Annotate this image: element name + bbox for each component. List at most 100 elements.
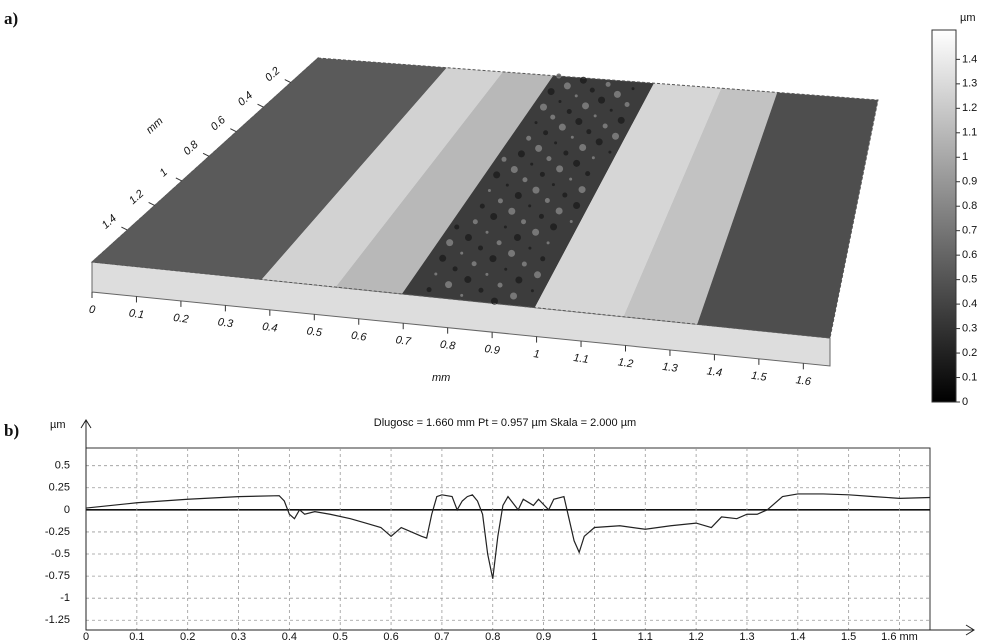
x-axis-arrow [86,624,975,636]
x-tick-label: 1.1 [638,631,653,643]
speckle [512,168,516,172]
speckle [617,116,625,124]
y-tick-label: 1 [158,166,171,179]
surface-band [261,67,503,288]
speckle [551,183,555,187]
speckle [535,144,543,152]
x-tick-label: 1.2 [688,631,703,643]
speckle [528,246,532,250]
y-tick [257,103,264,108]
x-tick-label: 0 [88,304,97,317]
x-tick-label: 1 [533,348,541,361]
panel-label: b) [4,421,19,440]
speckle [591,156,595,160]
x-tick-label: 1.6 mm [881,631,918,643]
colorbar-tick-label: 0.9 [962,176,977,188]
speckle [526,135,532,141]
x-tick-label: 0.3 [217,316,235,330]
speckle [589,87,595,93]
speckle [573,159,581,167]
y-tick-label: 0 [64,504,70,516]
colorbar-tick-label: 0.7 [962,225,977,237]
speckle [508,249,516,257]
colorbar-tick-label: 0.6 [962,249,977,261]
speckle [543,130,549,136]
speckle [595,138,603,146]
colorbar-tick-label: 0.2 [962,347,977,359]
x-tick-label: 1.1 [573,352,590,366]
speckle [539,171,545,177]
speckle [602,123,608,129]
speckle [530,162,534,166]
speckle [530,289,534,293]
plot-frame [85,447,931,631]
speckle [546,241,550,245]
surface-panel: 0 0.1 0.2 0.3 0.4 0.5 0.6 0.7 0.8 0.9 1 1.1 1.2 1.3 1.… [88,12,977,408]
x-tick-label: 0.2 [173,312,190,326]
speckle [624,101,630,107]
surface-band [623,88,778,325]
speckle [501,156,507,162]
speckle [478,245,484,251]
x-tick-label: 0 [83,631,89,643]
speckle [609,108,613,112]
speckle [540,256,546,262]
y-tick-label: 0.4 [236,90,255,109]
speckle [566,108,572,114]
profile-line [85,493,931,579]
x-tick-label: 1.6 [795,374,813,388]
speckle [464,233,472,241]
speckle [556,165,564,173]
y-axis-arrow [80,419,92,630]
speckle [478,287,484,293]
x-tick-label: 1.5 [750,370,768,384]
speckle [532,228,540,236]
speckle [608,150,612,154]
speckle [460,293,464,297]
speckle [569,177,573,181]
y-tick [148,202,155,206]
surface-band [697,92,878,338]
chart-title: Dlugosc = 1.660 mm Pt = 0.957 µm Skala =… [374,417,636,429]
speckle [555,207,563,215]
y-tick-label: 0.6 [209,114,229,134]
speckle [485,272,489,276]
x-tick-label: 1.2 [617,356,634,370]
speckle [510,292,518,300]
speckle [534,121,538,125]
speckle [445,281,453,289]
speckle [515,276,523,284]
speckle [558,99,562,103]
speckle [586,129,592,135]
x-tick-label: 1.4 [790,631,805,643]
speckle [479,203,485,209]
speckle [534,271,542,279]
speckle [487,189,491,193]
speckle [615,92,619,96]
x-tick-label: 0.9 [536,631,551,643]
colorbar-tick-label: 1.3 [962,78,977,90]
y-tick-label: -0.25 [45,526,70,538]
x-tick-label: 0.8 [485,631,500,643]
speckle [562,192,568,198]
speckle [517,150,525,158]
speckle [464,276,472,284]
speckle [582,102,590,110]
y-axis-label: µm [50,419,66,431]
speckle [485,230,489,234]
speckle [446,239,454,247]
y-tick [175,177,183,182]
speckle [505,183,509,187]
speckle [614,134,618,138]
colorbar-tick-label: 0.5 [962,274,977,286]
surface-band [534,83,722,317]
speckle [514,191,522,199]
speckle [554,141,558,145]
y-axis-label: mm [144,115,166,136]
colorbar [931,29,957,403]
speckle [578,186,586,194]
x-tick-label: 0.5 [333,631,348,643]
speckle [497,282,503,288]
speckle [493,171,501,179]
